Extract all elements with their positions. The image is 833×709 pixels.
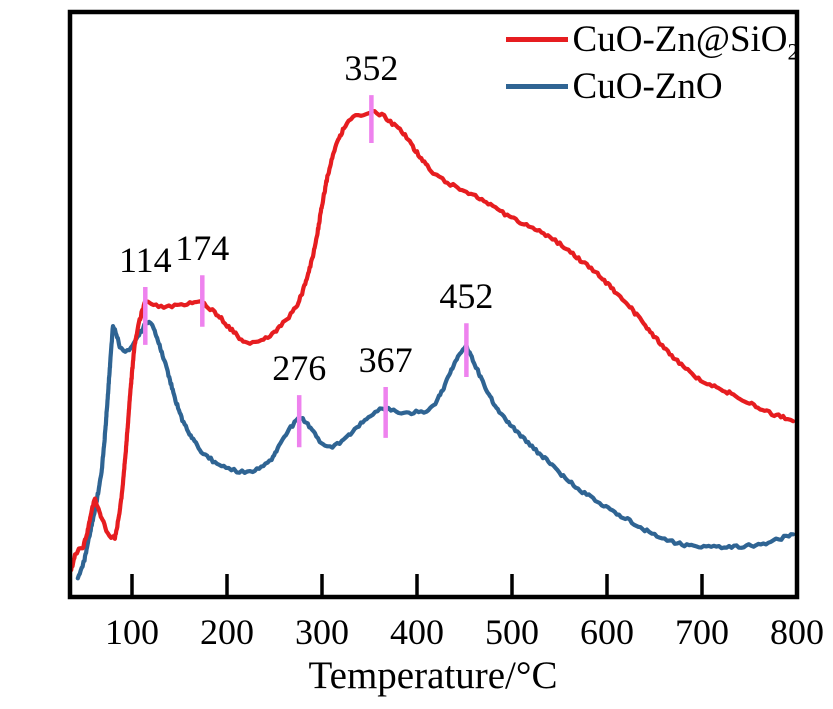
legend-item-cuo-zno: CuO-ZnO [505, 63, 799, 110]
curve-cuo-zn-sio2 [69, 108, 796, 573]
x-tick-label-800: 800 [770, 612, 824, 652]
legend-item-cuo-zn-sio2: CuO-Zn@SiO2 [505, 16, 799, 63]
x-tick-label-500: 500 [485, 612, 539, 652]
legend-label-subscript: 2 [787, 39, 799, 65]
x-tick-label-700: 700 [675, 612, 729, 652]
peak-label-174: 174 [175, 228, 230, 269]
peak-label-114: 114 [118, 239, 172, 280]
legend-label-text: CuO-Zn@SiO [572, 19, 788, 60]
peak-label-452: 452 [439, 276, 494, 317]
x-tick-label-300: 300 [295, 612, 349, 652]
legend-label: CuO-ZnO [573, 68, 723, 105]
x-tick-label-400: 400 [390, 612, 444, 652]
peak-label-352: 352 [344, 48, 399, 89]
peak-label-367: 367 [358, 339, 413, 380]
x-tick-label-100: 100 [105, 612, 159, 652]
peak-label-276: 276 [272, 348, 327, 389]
x-axis-title: Temperature/°C [308, 654, 558, 697]
x-tick-label-600: 600 [580, 612, 634, 652]
legend-label-text: CuO-ZnO [572, 66, 723, 107]
legend-label: CuO-Zn@SiO2 [572, 19, 799, 63]
legend-line-swatch-blue [505, 84, 568, 89]
curve-cuo-zno [75, 319, 796, 581]
legend: CuO-Zn@SiO2 CuO-ZnO [505, 16, 799, 110]
plot-border [67, 9, 800, 600]
x-tick-label-200: 200 [200, 612, 254, 652]
legend-line-swatch-red [505, 37, 568, 42]
